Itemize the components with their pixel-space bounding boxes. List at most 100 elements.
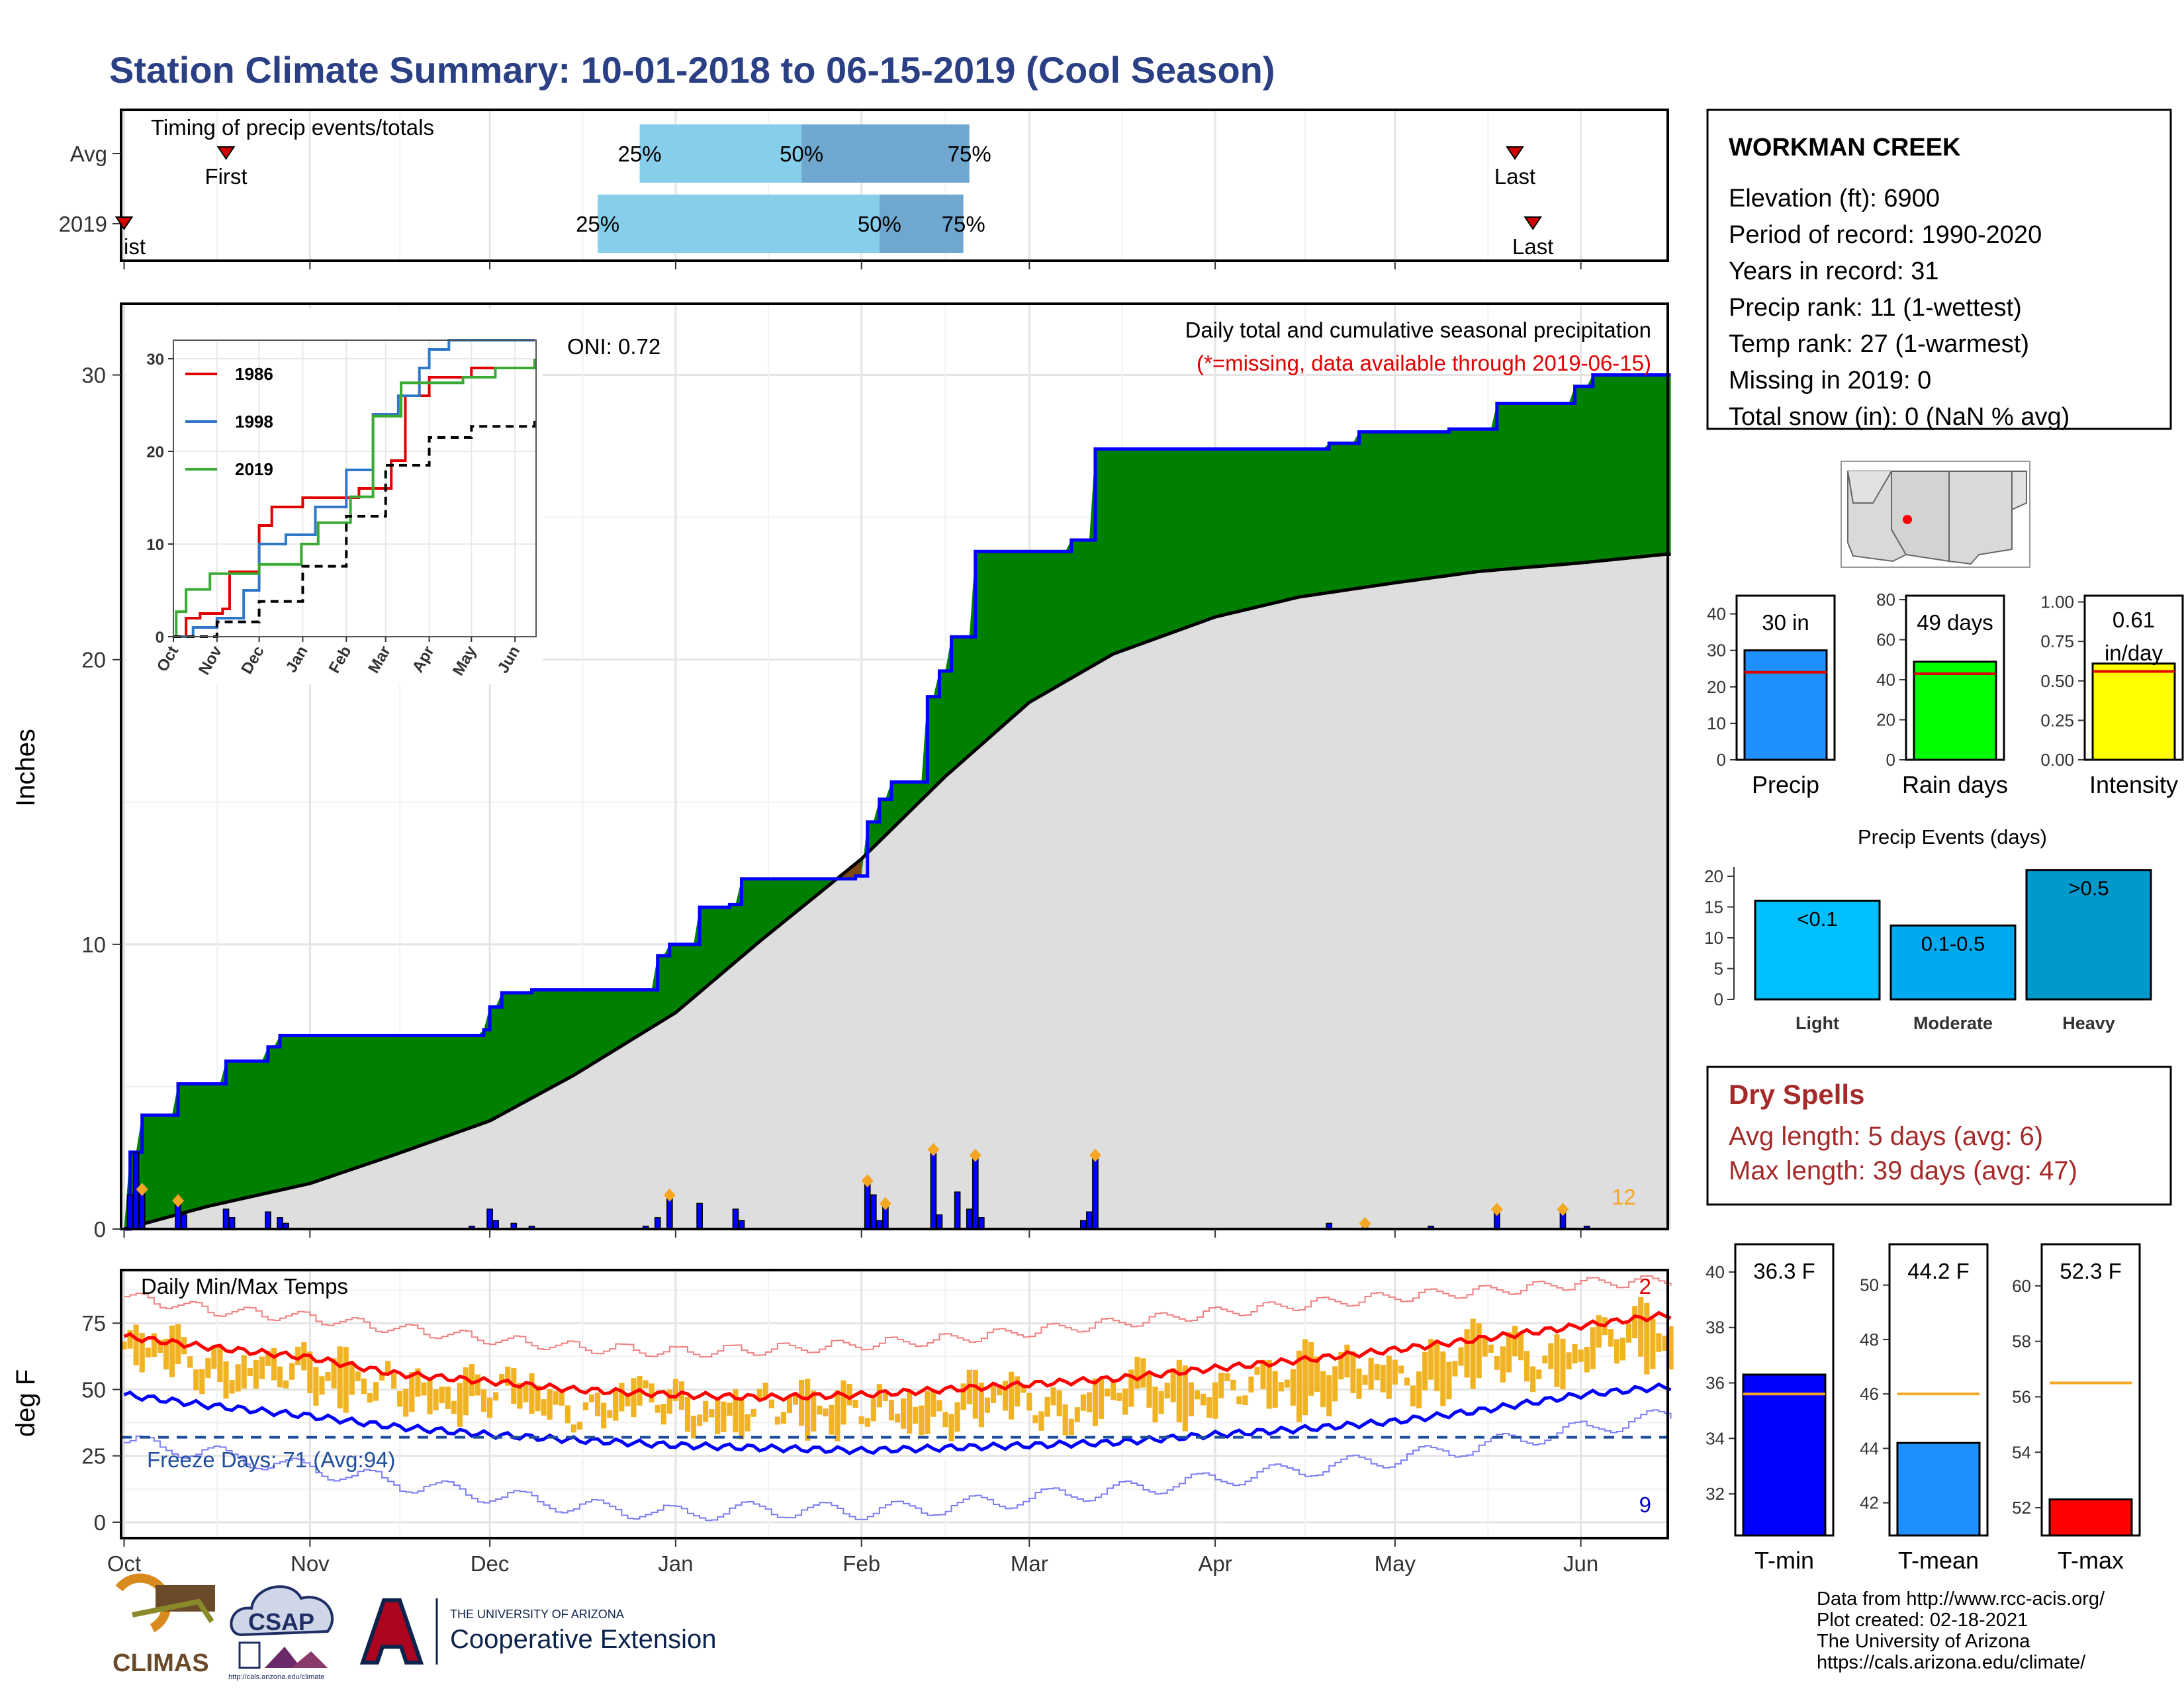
daily-temp-bar: [1428, 1339, 1434, 1380]
summary-bar: [1742, 1373, 1827, 1537]
daily-temp-bar: [1560, 1338, 1566, 1390]
daily-temp-bar: [1026, 1393, 1032, 1411]
cumulative-2019-line: [124, 373, 1671, 1231]
daily-temp-bar: [858, 1416, 864, 1424]
daily-temp-bar: [319, 1376, 325, 1395]
daily-temp-bar: [672, 1379, 678, 1401]
daily-temp-bar: [295, 1346, 301, 1365]
summary-y-tick-label: 50: [1860, 1275, 1879, 1295]
summary-category-label: Rain days: [1902, 771, 2008, 798]
daily-temp-bar: [331, 1358, 337, 1389]
daily-temp-bar: [649, 1383, 655, 1403]
daily-temp-bar: [127, 1330, 133, 1349]
summary-panel-frame: [1888, 1243, 1989, 1537]
daily-temp-bar: [499, 1373, 505, 1382]
daily-temp-bar: [211, 1347, 217, 1369]
inset-legend: 1986 1998 2019: [185, 364, 273, 479]
daily-temp-bar: [786, 1396, 793, 1414]
daily-precip-bar: [228, 1217, 236, 1230]
daily-temp-bar: [1656, 1333, 1662, 1352]
daily-temp-bar: [439, 1387, 445, 1404]
station-info-line: Temp rank: 27 (1-warmest): [1729, 330, 2029, 358]
station-info-box: WORKMAN CREEK Elevation (ft): 6900 Period…: [1706, 109, 2172, 431]
summary-y-tick-label: 30: [1707, 641, 1726, 661]
record-marker: [1359, 1216, 1371, 1230]
summary-y-tick-label: 42: [1860, 1493, 1879, 1513]
first-event-marker: [216, 146, 236, 160]
daily-temp-bar: [1308, 1342, 1314, 1396]
daily-temp-bar: [475, 1374, 481, 1396]
freeze-days-label: Freeze Days: 71 (Avg:94): [147, 1447, 395, 1472]
daily-temp-bar: [1296, 1350, 1302, 1422]
daily-temp-bar: [565, 1405, 570, 1424]
daily-temp-bar: [607, 1410, 613, 1418]
daily-temp-bar: [984, 1397, 990, 1413]
summary-y-tick-label: 46: [1860, 1384, 1879, 1404]
daily-temp-bar: [1410, 1385, 1416, 1406]
daily-temp-bar: [541, 1399, 547, 1416]
daily-temp-bar: [1314, 1356, 1320, 1392]
daily-temp-bar: [1644, 1303, 1650, 1375]
daily-temp-bar: [619, 1383, 625, 1412]
page-title: Station Climate Summary: 10-01-2018 to 0…: [109, 49, 1275, 91]
daily-temp-bar: [415, 1368, 421, 1397]
daily-temp-bar: [1164, 1383, 1170, 1398]
first-event-label: First: [205, 164, 247, 189]
summary-y-tick-label: 1.00: [2040, 592, 2074, 612]
daily-temp-bar: [1446, 1361, 1452, 1400]
summary-bar: [2091, 663, 2176, 761]
daily-temp-bar: [1290, 1369, 1296, 1406]
daily-temp-bar: [1104, 1389, 1111, 1397]
summary-bar-panel: 42 44 46 48 50 44.2 F T-mean: [1860, 1243, 1989, 1574]
summary-y-tick-label: 20: [1876, 710, 1895, 730]
daily-temp-bar: [1206, 1397, 1212, 1418]
precip-y-tick-label: 10: [81, 933, 106, 957]
daily-temp-bar: [235, 1364, 241, 1392]
dry-spells-title: Dry Spells: [1729, 1079, 1864, 1110]
daily-temp-bar: [1236, 1396, 1242, 1404]
daily-temp-bar: [427, 1379, 433, 1414]
summary-y-tick-label: 32: [1706, 1484, 1725, 1504]
daily-temp-bar: [1374, 1363, 1380, 1381]
daily-precip-bar: [126, 1194, 134, 1230]
daily-temp-bar: [1536, 1369, 1542, 1379]
ua-big-text: Cooperative Extension: [450, 1625, 716, 1654]
daily-temp-bar: [1002, 1381, 1009, 1411]
daily-temp-bar: [799, 1379, 805, 1426]
daily-temp-bar: [361, 1378, 367, 1394]
daily-temp-bar: [1074, 1407, 1080, 1422]
temp-y-ticks: 0 25 50 75: [81, 1311, 121, 1535]
daily-temp-bar: [1320, 1371, 1326, 1408]
footer-credit-line: Plot created: 02-18-2021: [1817, 1610, 2028, 1631]
daily-temp-bar: [1488, 1344, 1494, 1353]
temp-bottom-count: 9: [1639, 1492, 1651, 1517]
summary-category-label: Precip: [1752, 771, 1819, 798]
daily-temp-bar: [1524, 1351, 1530, 1382]
daily-temp-bar: [253, 1359, 259, 1389]
daily-temp-bar: [523, 1385, 529, 1402]
daily-precip-bar: [966, 1209, 973, 1230]
record-marker: [172, 1194, 185, 1208]
events-y-tick-label: 5: [1714, 958, 1723, 978]
daily-temp-bar: [1062, 1404, 1068, 1436]
summary-panel-frame: [2040, 1243, 2141, 1537]
daily-temp-bar: [199, 1369, 205, 1394]
daily-temp-bar: [919, 1405, 925, 1436]
summary-y-tick-label: 54: [2012, 1442, 2031, 1462]
summary-y-tick-label: 60: [2012, 1276, 2031, 1296]
daily-temp-bar: [559, 1389, 565, 1406]
inset-average-series: [173, 417, 536, 638]
inset-series: [173, 339, 536, 638]
summary-value-label: 0.61: [2113, 608, 2155, 632]
daily-temp-bar: [751, 1408, 756, 1417]
daily-precip-bar: [936, 1214, 943, 1230]
daily-temp-bar: [709, 1409, 715, 1418]
daily-temp-bar: [1482, 1338, 1488, 1357]
daily-temp-bar: [133, 1324, 139, 1365]
temp-x-tick-label: Mar: [1011, 1551, 1048, 1576]
daily-temp-bar: [817, 1405, 823, 1415]
daily-temp-bar: [739, 1399, 745, 1440]
daily-precip-bar: [1086, 1211, 1093, 1230]
daily-temp-bar: [690, 1416, 697, 1439]
precip-panel: 0 10 20 30 Inches ONI: 0.72 Daily total and…: [11, 302, 1671, 1242]
